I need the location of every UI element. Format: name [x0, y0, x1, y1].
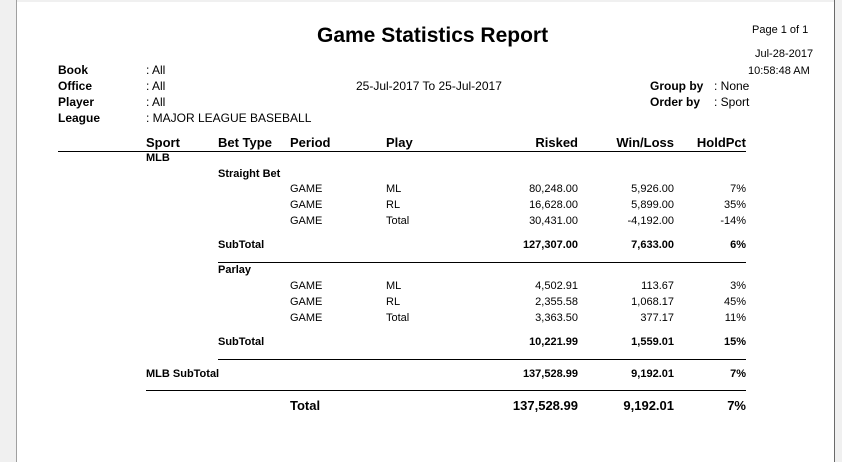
- sport-group-label: MLB: [146, 152, 170, 164]
- report-time: 10:58:48 AM: [748, 65, 810, 77]
- row-play: RL: [386, 199, 401, 211]
- subtotal-holdpct: 15%: [723, 336, 746, 348]
- row-winloss: 113.67: [641, 280, 674, 292]
- col-sport: Sport: [146, 135, 180, 150]
- sport-subtotal-label: MLB SubTotal: [146, 368, 220, 380]
- viewer-left-gutter: [0, 0, 17, 462]
- groupby-label: Group by: [650, 79, 704, 93]
- row-risked: 2,355.58: [535, 296, 578, 308]
- row-holdpct: 3%: [730, 280, 746, 292]
- row-period: GAME: [290, 199, 323, 211]
- report-title: Game Statistics Report: [317, 24, 549, 47]
- row-holdpct: 7%: [730, 183, 746, 195]
- row-risked: 30,431.00: [529, 215, 578, 227]
- row-holdpct: 11%: [724, 312, 746, 324]
- row-period: GAME: [290, 215, 323, 227]
- player-label: Player: [58, 95, 95, 109]
- viewer-top-edge: [17, 0, 834, 2]
- office-label: Office: [58, 79, 93, 93]
- straight-subtotal-rule: [218, 262, 746, 263]
- total-winloss: 9,192.01: [623, 398, 674, 413]
- sport-subtotal-risked: 137,528.99: [522, 368, 578, 380]
- subtotal-risked: 10,221.99: [529, 336, 578, 348]
- row-risked: 3,363.50: [535, 312, 578, 324]
- total-risked: 137,528.99: [512, 398, 578, 413]
- row-winloss: 5,899.00: [631, 199, 674, 211]
- row-winloss: -4,192.00: [627, 215, 674, 227]
- player-value: : All: [146, 95, 166, 109]
- col-play: Play: [386, 135, 413, 150]
- total-label: Total: [290, 398, 321, 413]
- subtotal-winloss: 1,559.01: [631, 336, 674, 348]
- subtotal-risked: 127,307.00: [522, 239, 578, 251]
- sport-subtotal-rule: [146, 390, 746, 391]
- groupby-value: : None: [714, 79, 750, 93]
- row-risked: 16,628.00: [529, 199, 578, 211]
- col-period: Period: [290, 135, 331, 150]
- row-risked: 4,502.91: [535, 280, 578, 292]
- date-range: 25-Jul-2017 To 25-Jul-2017: [356, 79, 502, 93]
- row-winloss: 1,068.17: [631, 296, 674, 308]
- row-winloss: 5,926.00: [631, 183, 674, 195]
- league-value: : MAJOR LEAGUE BASEBALL: [146, 111, 312, 125]
- row-play: Total: [386, 215, 410, 227]
- report-date: Jul-28-2017: [755, 48, 814, 60]
- row-play: Total: [386, 312, 410, 324]
- row-period: GAME: [290, 312, 323, 324]
- row-holdpct: 45%: [723, 296, 746, 308]
- row-winloss: 377.17: [640, 312, 674, 324]
- sport-subtotal-holdpct: 7%: [730, 368, 746, 380]
- row-period: GAME: [290, 280, 323, 292]
- col-holdpct: HoldPct: [696, 135, 746, 150]
- orderby-value: : Sport: [714, 95, 750, 109]
- header-rule: [58, 151, 746, 152]
- subtotal-label: SubTotal: [218, 336, 265, 348]
- subtotal-holdpct: 6%: [730, 239, 746, 251]
- row-play: RL: [386, 296, 401, 308]
- orderby-label: Order by: [650, 95, 701, 109]
- col-bet-type: Bet Type: [218, 135, 272, 150]
- sport-subtotal-winloss: 9,192.01: [631, 368, 674, 380]
- bet-type-parlay: Parlay: [218, 264, 252, 276]
- col-winloss: Win/Loss: [616, 135, 674, 150]
- subtotal-label: SubTotal: [218, 239, 265, 251]
- row-period: GAME: [290, 296, 323, 308]
- row-period: GAME: [290, 183, 323, 195]
- row-play: ML: [386, 183, 402, 195]
- col-risked: Risked: [535, 135, 578, 150]
- row-play: ML: [386, 280, 402, 292]
- page-indicator: Page 1 of 1: [752, 24, 809, 36]
- row-holdpct: -14%: [720, 215, 746, 227]
- row-risked: 80,248.00: [529, 183, 578, 195]
- row-holdpct: 35%: [723, 199, 746, 211]
- office-value: : All: [146, 79, 166, 93]
- parlay-subtotal-rule: [218, 359, 746, 360]
- viewer-right-scrollbar[interactable]: [834, 0, 842, 462]
- bet-type-straight: Straight Bet: [218, 168, 281, 180]
- total-holdpct: 7%: [727, 398, 746, 413]
- book-label: Book: [58, 63, 88, 77]
- book-value: : All: [146, 63, 166, 77]
- league-label: League: [58, 111, 101, 125]
- subtotal-winloss: 7,633.00: [631, 239, 674, 251]
